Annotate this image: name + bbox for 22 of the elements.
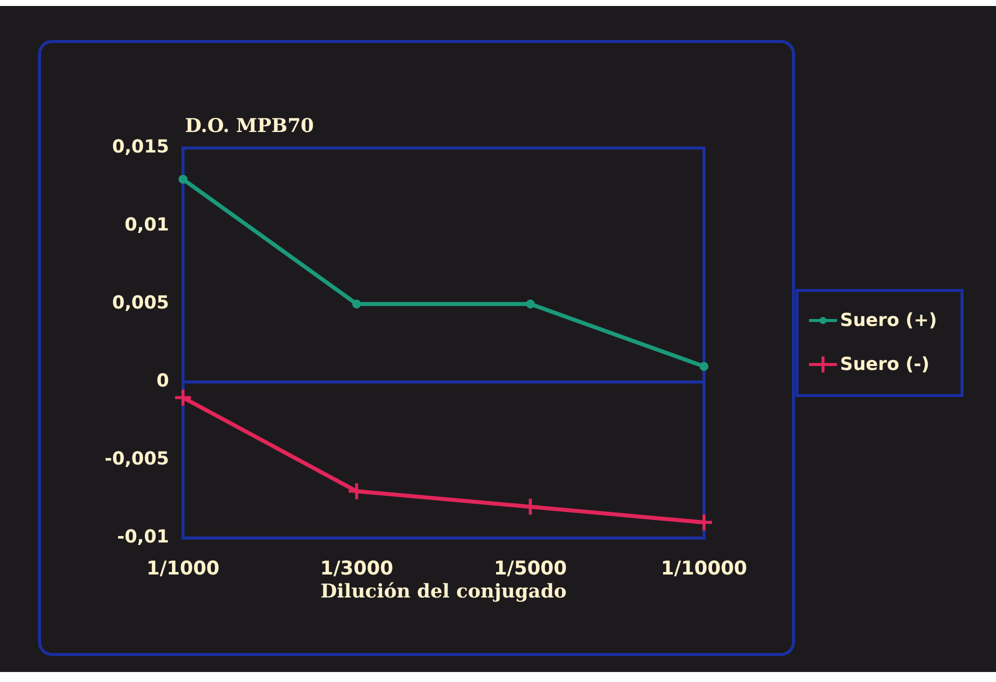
- point: [347, 482, 366, 501]
- point: [700, 362, 708, 371]
- y-tick-label: 0,005: [112, 292, 169, 314]
- y-tick-label: -0,005: [104, 448, 169, 470]
- x-axis-title: Dilución del conjugado: [320, 580, 567, 603]
- point: [694, 512, 714, 532]
- y-axis-title: D.O. MPB70: [185, 115, 314, 137]
- point: [526, 300, 535, 308]
- point: [520, 497, 540, 516]
- x-tick-label: 1/3000: [320, 557, 394, 580]
- x-tick-label: 1/5000: [494, 557, 567, 580]
- point: [352, 300, 362, 308]
- point: [174, 388, 192, 408]
- y-tick-label: 0: [156, 370, 169, 392]
- point: [178, 174, 188, 184]
- y-tick-label: -0,01: [117, 526, 169, 548]
- y-tick-label: 0,015: [112, 136, 169, 158]
- legend-label: Suero (+): [840, 310, 938, 332]
- x-tick-label: 1/10000: [660, 557, 748, 580]
- legend-label: Suero (-): [840, 354, 930, 376]
- x-tick-label: 1/1000: [146, 557, 220, 580]
- y-tick-label: 0,01: [124, 214, 169, 236]
